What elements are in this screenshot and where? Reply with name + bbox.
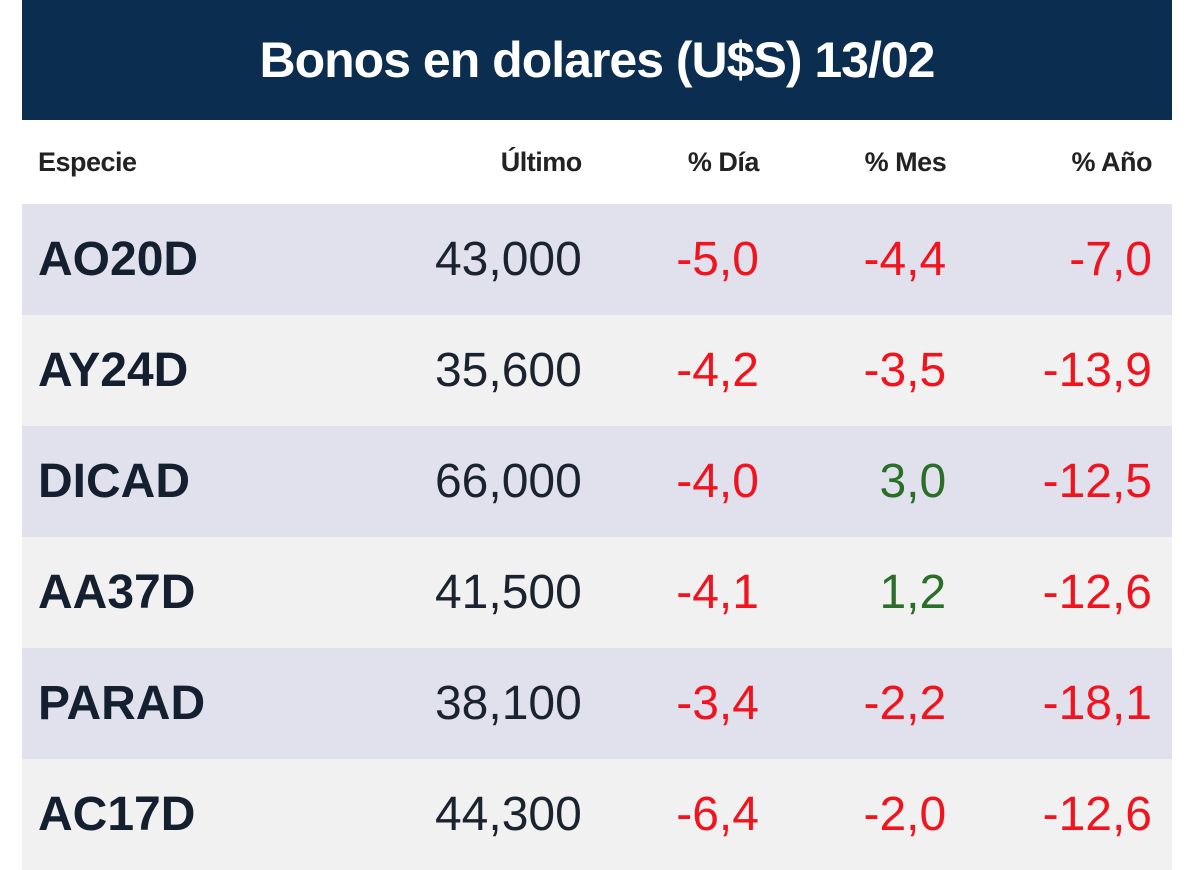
cell-ultimo: 35,600	[340, 315, 582, 426]
cell-anio: -18,1	[946, 648, 1172, 759]
cell-ultimo: 43,000	[340, 204, 582, 315]
header-row: Especie Último % Día % Mes % Año	[22, 120, 1172, 204]
cell-ultimo: 41,500	[340, 537, 582, 648]
cell-especie: AY24D	[22, 315, 341, 426]
table-row: PARAD 38,100 -3,4 -2,2 -18,1	[22, 648, 1172, 759]
cell-especie: AO20D	[22, 204, 341, 315]
table-title: Bonos en dolares (U$S) 13/02	[22, 0, 1172, 120]
cell-ultimo: 66,000	[340, 426, 582, 537]
cell-especie: AA37D	[22, 537, 341, 648]
cell-anio: -7,0	[946, 204, 1172, 315]
bond-table: Especie Último % Día % Mes % Año AO20D 43…	[22, 120, 1172, 870]
cell-especie: DICAD	[22, 426, 341, 537]
cell-mes: 1,2	[758, 537, 947, 648]
column-header-anio: % Año	[946, 120, 1172, 204]
table-row: AY24D 35,600 -4,2 -3,5 -13,9	[22, 315, 1172, 426]
cell-ultimo: 44,300	[340, 759, 582, 870]
cell-dia: -4,1	[581, 537, 759, 648]
table-row: AO20D 43,000 -5,0 -4,4 -7,0	[22, 204, 1172, 315]
cell-ultimo: 38,100	[340, 648, 582, 759]
column-header-dia: % Día	[581, 120, 759, 204]
cell-anio: -12,6	[946, 537, 1172, 648]
column-header-ultimo: Último	[340, 120, 582, 204]
column-header-mes: % Mes	[758, 120, 947, 204]
cell-dia: -6,4	[581, 759, 759, 870]
cell-mes: -2,2	[758, 648, 947, 759]
cell-anio: -13,9	[946, 315, 1172, 426]
column-header-especie: Especie	[22, 120, 341, 204]
cell-dia: -5,0	[581, 204, 759, 315]
cell-mes: -4,4	[758, 204, 947, 315]
cell-mes: -3,5	[758, 315, 947, 426]
cell-especie: AC17D	[22, 759, 341, 870]
table-row: DICAD 66,000 -4,0 3,0 -12,5	[22, 426, 1172, 537]
cell-anio: -12,6	[946, 759, 1172, 870]
cell-dia: -4,2	[581, 315, 759, 426]
table-row: AA37D 41,500 -4,1 1,2 -12,6	[22, 537, 1172, 648]
cell-anio: -12,5	[946, 426, 1172, 537]
cell-mes: -2,0	[758, 759, 947, 870]
cell-dia: -4,0	[581, 426, 759, 537]
cell-especie: PARAD	[22, 648, 341, 759]
table-row: AC17D 44,300 -6,4 -2,0 -12,6	[22, 759, 1172, 870]
cell-dia: -3,4	[581, 648, 759, 759]
table-body: AO20D 43,000 -5,0 -4,4 -7,0 AY24D 35,600 -4,2 -3…	[22, 204, 1172, 870]
bond-table-panel: Bonos en dolares (U$S) 13/02 Especie Últ…	[22, 0, 1172, 870]
cell-mes: 3,0	[758, 426, 947, 537]
